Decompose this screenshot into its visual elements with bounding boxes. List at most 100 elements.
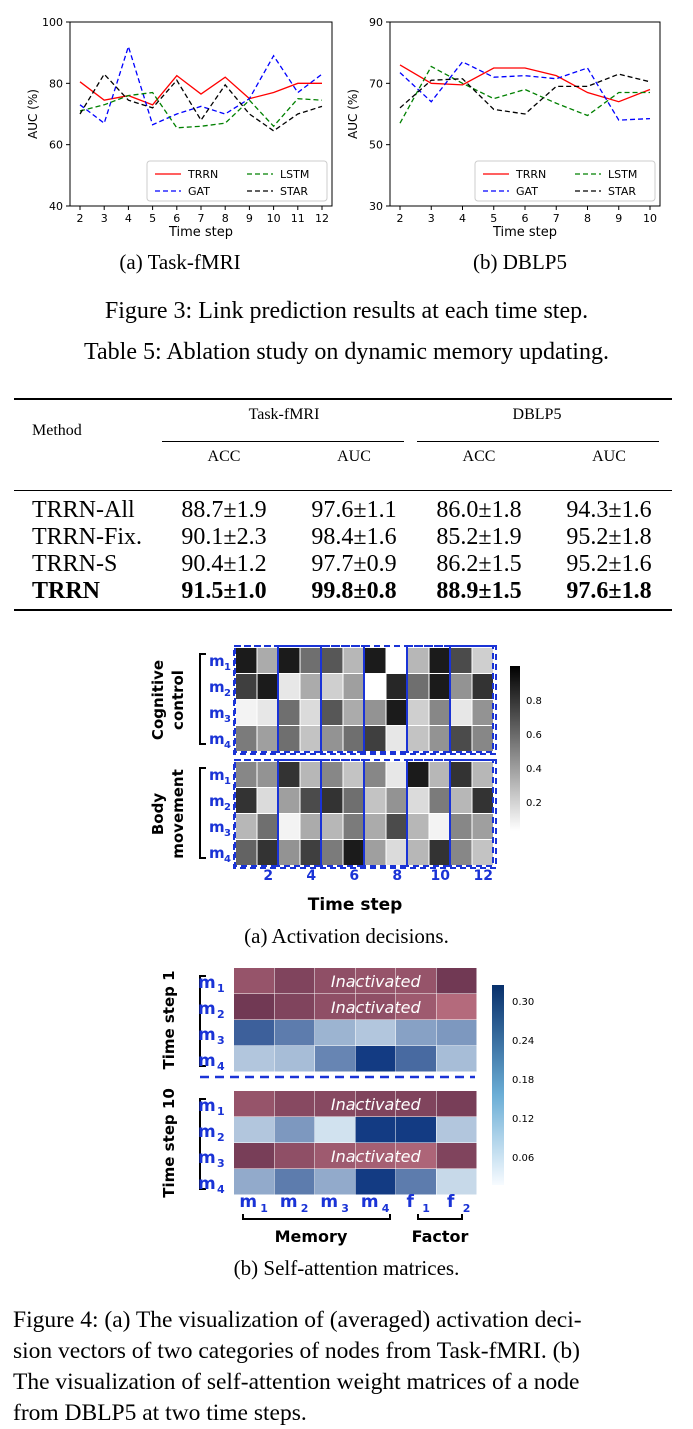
fig4-sub-b: (b) Self-attention matrices.: [233, 1256, 460, 1280]
row-label: m: [209, 730, 225, 748]
heatmap-cell: [279, 762, 300, 787]
heatmap-cell: [355, 1091, 396, 1117]
x-tick-label: 7: [553, 212, 560, 225]
row-label: m: [209, 652, 225, 670]
heatmap-cell: [315, 968, 355, 994]
heatmap-cell: [234, 1117, 274, 1143]
heatmap-cell: [355, 1117, 396, 1143]
table-row-method: TRRN-S: [32, 551, 118, 577]
heatmap-cell: [396, 1117, 436, 1143]
heatmap-cell: [451, 726, 472, 751]
row-bracket: [199, 1098, 206, 1190]
x-tick-label: 12: [315, 212, 329, 225]
heatmap-cell: [472, 788, 493, 813]
col-label-sub: 4: [382, 1202, 390, 1215]
heatmap-cell: [234, 1046, 274, 1072]
heatmap-cell: [300, 700, 321, 725]
legend-box: [474, 160, 656, 202]
x-tick-label: 8: [392, 868, 402, 884]
col-label: m: [320, 1192, 338, 1212]
memory-label: Memory: [275, 1227, 348, 1246]
heatmap-cell: [429, 814, 450, 839]
row-label: m: [198, 1174, 216, 1194]
heatmap-cell: [436, 994, 477, 1020]
legend-box: [146, 160, 328, 202]
y-tick-label: 70: [369, 77, 383, 90]
row-label-sub: 2: [217, 1008, 225, 1021]
table-cell: 95.2±1.6: [566, 551, 652, 577]
row-label: m: [209, 678, 225, 696]
heatmap-cell: [396, 1046, 436, 1072]
row-label: m: [198, 1148, 216, 1168]
table-row-method: TRRN: [32, 578, 101, 604]
heatmap-cell: [236, 726, 257, 751]
heatmap-cell: [386, 674, 407, 699]
heatmap-cell: [436, 1091, 477, 1117]
heatmap-cell: [257, 648, 278, 673]
group-label: Cognitive: [149, 660, 167, 740]
series-line-trrn: [399, 64, 651, 103]
legend-label: GAT: [516, 185, 538, 198]
heatmap-cell: [355, 1169, 396, 1195]
series-line-star: [399, 73, 651, 115]
factor-bracket: [417, 1214, 463, 1220]
heatmap-cell: [408, 788, 429, 813]
heatmap-cell: [436, 1169, 477, 1195]
row-label-sub: 3: [224, 714, 231, 725]
heatmap-cell: [257, 700, 278, 725]
header-method: Method: [32, 422, 82, 439]
x-axis-label: Time step: [168, 225, 233, 240]
heatmap-cell: [236, 700, 257, 725]
fig4-sub-a: (a) Activation decisions.: [244, 924, 449, 948]
x-tick-label: 6: [349, 868, 359, 884]
heatmap-cell: [322, 726, 343, 751]
heatmap-cell: [343, 814, 364, 839]
colorbar-tick: 0.4: [526, 764, 542, 775]
y-tick-label: 80: [49, 77, 63, 90]
heatmap-cell: [436, 1020, 477, 1046]
heatmap-cell: [274, 1020, 315, 1046]
heatmap-cell: [408, 814, 429, 839]
table-cell: 86.2±1.5: [436, 551, 522, 577]
heatmap-cell: [236, 788, 257, 813]
heatmap-cell: [274, 1046, 315, 1072]
group-label: movement: [169, 769, 187, 859]
heatmap-cell: [365, 840, 386, 865]
table-cell: 90.1±2.3: [181, 524, 267, 550]
colorbar-tick: 0.06: [512, 1153, 534, 1164]
heatmap-cell: [408, 700, 429, 725]
heatmap-cell: [257, 788, 278, 813]
y-tick-label: 50: [369, 139, 383, 152]
row-label-sub: 2: [224, 688, 231, 699]
heatmap-cell: [300, 814, 321, 839]
table-cell: 88.7±1.9: [181, 497, 267, 523]
heatmap-cell: [300, 674, 321, 699]
heatmap-cell: [234, 994, 274, 1020]
inactivated-label: Inactivated: [331, 1147, 422, 1166]
row-bracket: [199, 653, 206, 745]
heatmap-cell: [451, 700, 472, 725]
header-dblp5: DBLP5: [512, 406, 562, 423]
heatmap-cell: [451, 840, 472, 865]
x-tick-label: 2: [397, 212, 404, 225]
legend-label: TRRN: [187, 168, 218, 181]
x-tick-label: 2: [77, 212, 84, 225]
heatmap-cell: [429, 674, 450, 699]
colorbar-tick: 0.12: [512, 1114, 534, 1125]
heatmap-cell: [365, 700, 386, 725]
heatmap-cell: [386, 726, 407, 751]
heatmap-cell: [408, 648, 429, 673]
table5-caption: Table 5: Ablation study on dynamic memor…: [84, 339, 609, 365]
fig4-caption-line: The visualization of self-attention weig…: [13, 1369, 580, 1395]
heatmap-cell: [234, 1169, 274, 1195]
heatmap-cell: [451, 674, 472, 699]
colorbar-tick: 0.18: [512, 1075, 534, 1086]
heatmap-cell: [408, 840, 429, 865]
heatmap-cell: [274, 1143, 315, 1169]
x-tick-label: 5: [490, 212, 497, 225]
dashed-column-box: [449, 759, 494, 867]
colorbar-tick: 0.6: [526, 730, 542, 741]
heatmap-cell: [343, 788, 364, 813]
heatmap-cell: [386, 700, 407, 725]
x-tick-label: 11: [291, 212, 305, 225]
